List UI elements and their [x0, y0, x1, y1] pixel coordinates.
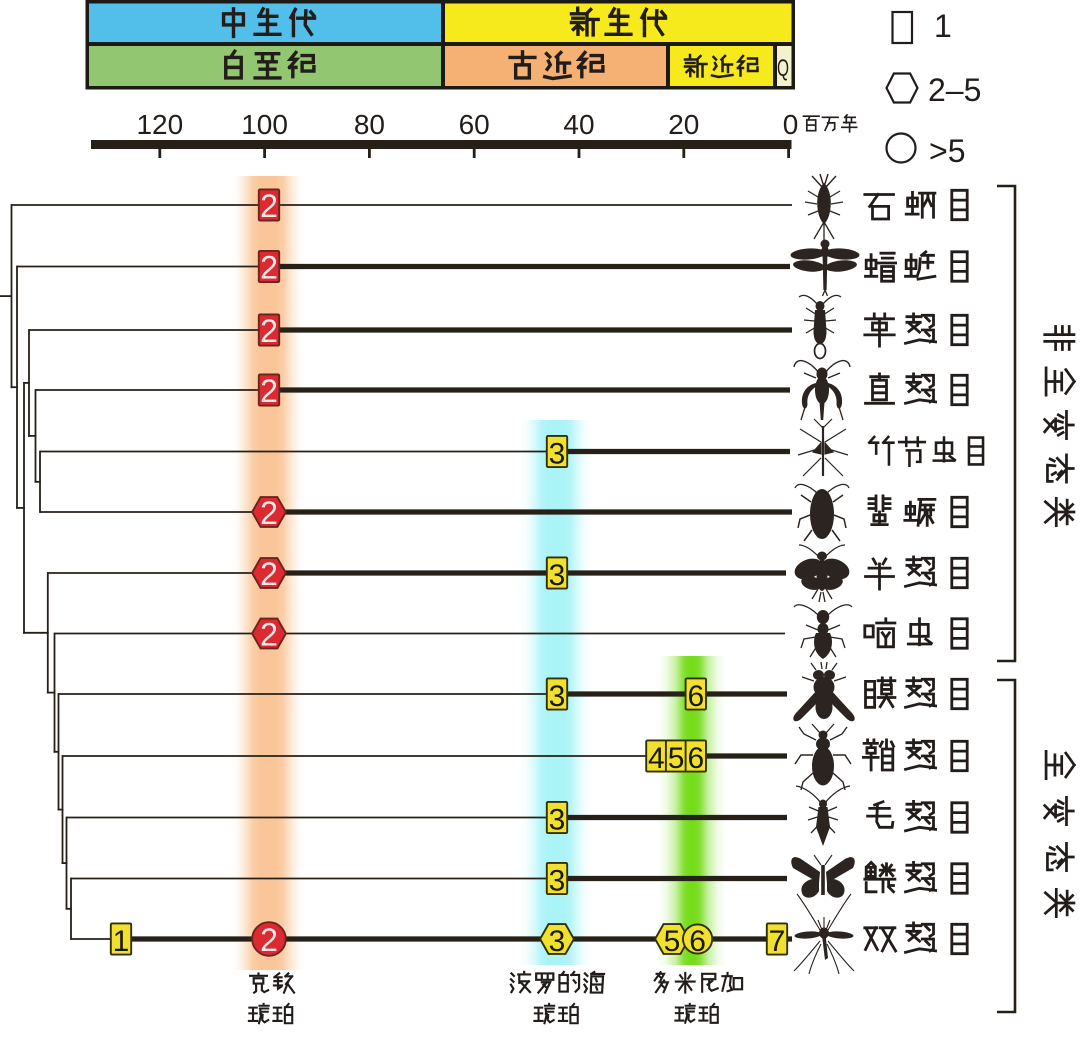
- svg-text:5: 5: [664, 925, 681, 958]
- svg-text:3: 3: [549, 559, 566, 592]
- svg-text:3: 3: [549, 680, 566, 713]
- svg-text:80: 80: [354, 109, 385, 140]
- svg-text:2: 2: [260, 922, 278, 958]
- svg-text:100: 100: [241, 109, 288, 140]
- svg-text:3: 3: [549, 803, 566, 836]
- svg-text:2: 2: [260, 495, 278, 531]
- svg-text:120: 120: [136, 109, 183, 140]
- svg-text:2–5: 2–5: [928, 72, 981, 108]
- svg-text:1: 1: [934, 8, 952, 44]
- svg-text:3: 3: [549, 437, 566, 470]
- svg-text:3: 3: [549, 925, 566, 958]
- svg-text:Q: Q: [777, 55, 789, 82]
- svg-text:0: 0: [783, 109, 799, 140]
- svg-text:2: 2: [260, 249, 278, 285]
- svg-text:>5: >5: [929, 133, 965, 169]
- svg-text:2: 2: [260, 313, 278, 349]
- svg-text:6: 6: [687, 680, 704, 713]
- svg-text:4: 4: [648, 742, 665, 775]
- svg-text:2: 2: [260, 556, 278, 592]
- svg-text:5: 5: [668, 742, 685, 775]
- svg-text:7: 7: [769, 925, 786, 958]
- svg-text:6: 6: [687, 742, 704, 775]
- svg-text:20: 20: [668, 109, 699, 140]
- svg-text:1: 1: [113, 925, 130, 958]
- svg-text:2: 2: [260, 616, 278, 652]
- svg-text:2: 2: [260, 373, 278, 409]
- svg-text:60: 60: [459, 109, 490, 140]
- svg-text:40: 40: [563, 109, 594, 140]
- svg-text:2: 2: [260, 188, 278, 224]
- svg-text:6: 6: [689, 925, 706, 958]
- svg-text:3: 3: [549, 864, 566, 897]
